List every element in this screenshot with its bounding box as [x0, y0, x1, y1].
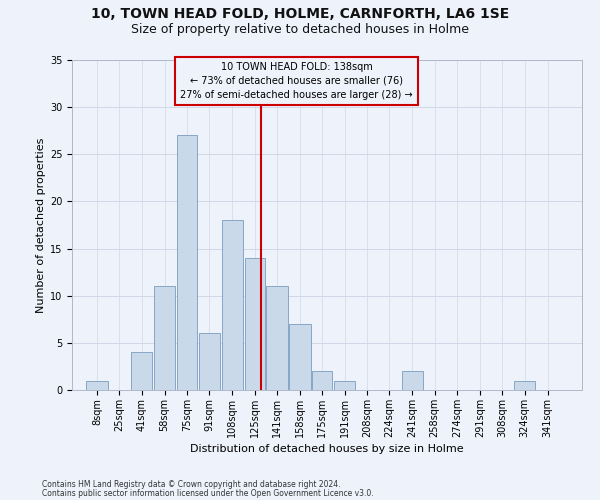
Bar: [514, 380, 535, 390]
Bar: [222, 220, 243, 390]
Text: Contains public sector information licensed under the Open Government Licence v3: Contains public sector information licen…: [42, 488, 374, 498]
Y-axis label: Number of detached properties: Number of detached properties: [35, 138, 46, 312]
Bar: [401, 371, 423, 390]
Bar: [86, 380, 107, 390]
Bar: [313, 371, 332, 390]
Bar: [177, 136, 197, 390]
Text: Size of property relative to detached houses in Holme: Size of property relative to detached ho…: [131, 22, 469, 36]
Text: Contains HM Land Registry data © Crown copyright and database right 2024.: Contains HM Land Registry data © Crown c…: [42, 480, 341, 489]
Text: 10 TOWN HEAD FOLD: 138sqm
← 73% of detached houses are smaller (76)
27% of semi-: 10 TOWN HEAD FOLD: 138sqm ← 73% of detac…: [180, 62, 413, 100]
Bar: [289, 324, 311, 390]
Bar: [245, 258, 265, 390]
X-axis label: Distribution of detached houses by size in Holme: Distribution of detached houses by size …: [190, 444, 464, 454]
Bar: [154, 286, 175, 390]
Bar: [131, 352, 152, 390]
Text: 10, TOWN HEAD FOLD, HOLME, CARNFORTH, LA6 1SE: 10, TOWN HEAD FOLD, HOLME, CARNFORTH, LA…: [91, 8, 509, 22]
Bar: [334, 380, 355, 390]
Bar: [199, 334, 220, 390]
Bar: [266, 286, 287, 390]
